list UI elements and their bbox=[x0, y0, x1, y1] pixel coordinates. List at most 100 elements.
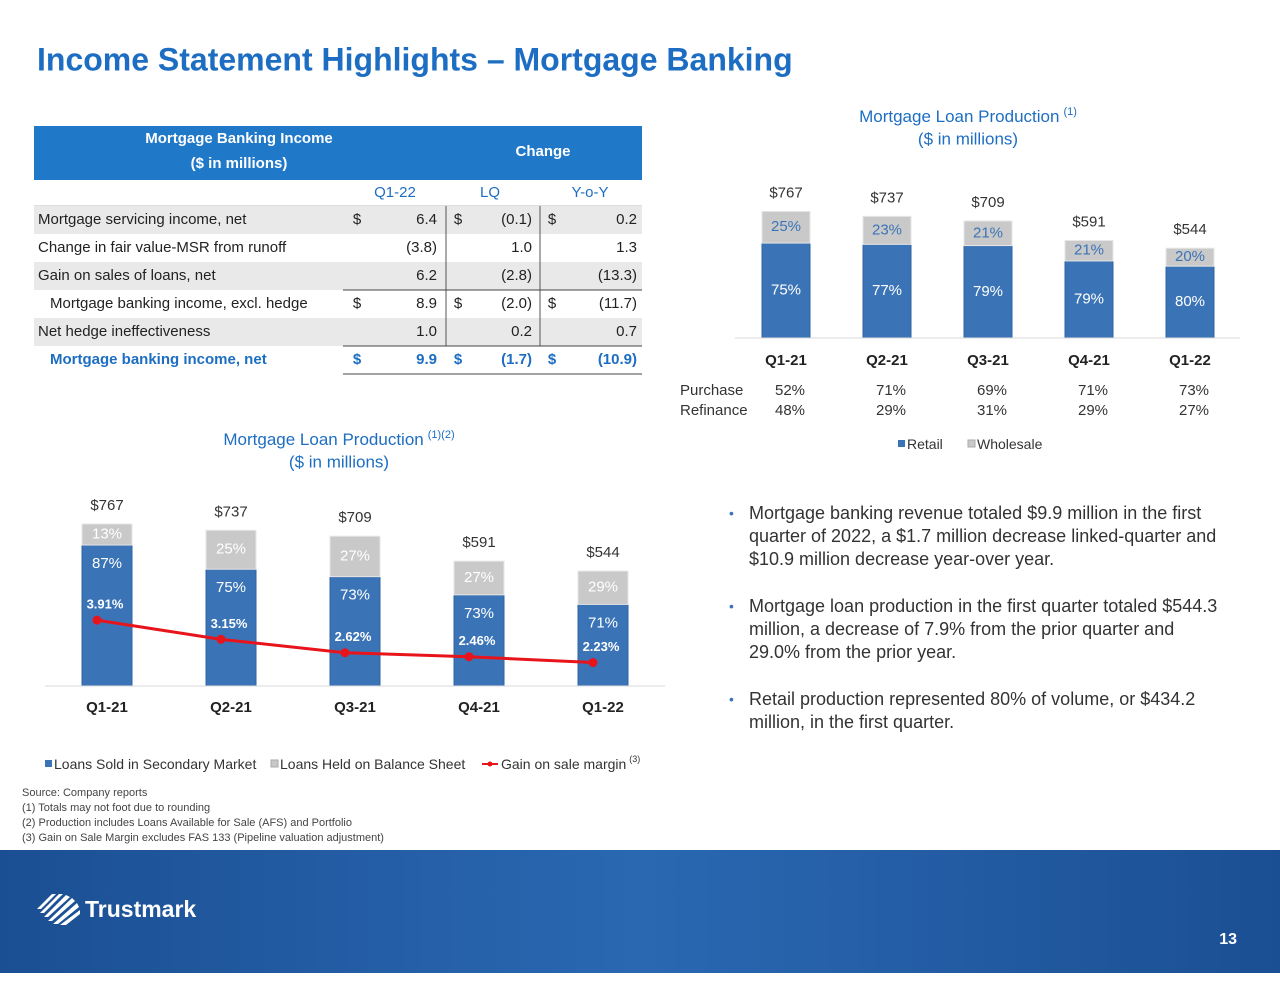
bar-segment bbox=[329, 576, 381, 687]
mix-value: 29% bbox=[876, 402, 906, 419]
column-header: Q1-22 bbox=[374, 184, 416, 201]
row-label: Mortgage banking income, net bbox=[50, 351, 267, 368]
cell-value: 0.2 bbox=[511, 323, 532, 340]
chart-title-note: (1) bbox=[1063, 106, 1076, 118]
cell-value: (10.9) bbox=[598, 351, 637, 368]
chart-subtitle: ($ in millions) bbox=[918, 129, 1018, 148]
x-tick-label: Q3-21 bbox=[334, 699, 376, 716]
bar-segment bbox=[761, 242, 811, 339]
segment-label: 21% bbox=[1074, 242, 1104, 259]
bullet: Mortgage loan production in the first qu… bbox=[729, 595, 1219, 664]
segment-label: 73% bbox=[340, 587, 370, 604]
line-marker bbox=[92, 615, 102, 625]
bar-segment bbox=[1064, 260, 1114, 339]
legend-swatch bbox=[898, 440, 905, 447]
legend-swatch bbox=[45, 760, 52, 767]
footnote: (3) Gain on Sale Margin excludes FAS 133… bbox=[22, 832, 384, 844]
chart-title: Mortgage Loan Production (1)(2) bbox=[223, 429, 454, 450]
segment-label: 75% bbox=[216, 579, 246, 596]
row-label: Gain on sales of loans, net bbox=[38, 267, 216, 284]
x-tick-label: Q1-22 bbox=[582, 699, 624, 716]
mix-value: 73% bbox=[1179, 382, 1209, 399]
mix-value: 48% bbox=[775, 402, 805, 419]
x-tick-label: Q4-21 bbox=[458, 699, 500, 716]
segment-label: 87% bbox=[92, 555, 122, 572]
cell-value: 6.2 bbox=[416, 267, 437, 284]
bullet: Retail production represented 80% of vol… bbox=[729, 688, 1219, 734]
line-marker bbox=[588, 658, 598, 668]
x-tick-label: Q1-21 bbox=[86, 699, 128, 716]
cell-value: 0.7 bbox=[616, 323, 637, 340]
currency: $ bbox=[353, 211, 362, 228]
segment-label: 29% bbox=[588, 579, 618, 596]
legend-marker bbox=[487, 761, 493, 767]
bar-segment bbox=[963, 245, 1013, 339]
bar-segment bbox=[453, 560, 505, 596]
column-header: Y-o-Y bbox=[572, 184, 609, 201]
line-marker bbox=[464, 652, 474, 662]
legend-label: Loans Held on Balance Sheet bbox=[280, 756, 465, 772]
mix-value: 71% bbox=[1078, 382, 1108, 399]
bar-segment bbox=[1165, 247, 1215, 267]
bar-segment bbox=[1064, 239, 1114, 262]
segment-label: 27% bbox=[464, 569, 494, 586]
cell-value: 0.2 bbox=[616, 211, 637, 228]
total-label: $591 bbox=[1072, 213, 1105, 230]
cell-value: (2.0) bbox=[501, 295, 532, 312]
footnote: (1) Totals may not foot due to rounding bbox=[22, 802, 210, 814]
legend-label: Gain on sale margin (3) bbox=[501, 754, 640, 771]
total-label: $767 bbox=[769, 184, 802, 201]
cell-value: (3.8) bbox=[406, 239, 437, 256]
mix-label: Purchase bbox=[680, 382, 743, 399]
segment-label: 21% bbox=[973, 224, 1003, 241]
row-label: Mortgage servicing income, net bbox=[38, 211, 247, 228]
row-band bbox=[34, 206, 642, 234]
legend-label: Loans Sold in Secondary Market bbox=[54, 756, 256, 772]
legend-swatch bbox=[270, 759, 279, 768]
bar-segment bbox=[205, 568, 257, 687]
row-label: Mortgage banking income, excl. hedge bbox=[50, 295, 308, 312]
column-header: LQ bbox=[480, 184, 500, 201]
bar-segment bbox=[963, 220, 1013, 247]
segment-label: 13% bbox=[92, 525, 122, 542]
line-marker bbox=[216, 634, 226, 644]
currency: $ bbox=[454, 211, 463, 228]
x-tick-label: Q1-21 bbox=[765, 352, 807, 369]
line-marker bbox=[340, 648, 350, 658]
mix-value: 29% bbox=[1078, 402, 1108, 419]
bar-segment bbox=[81, 523, 133, 546]
segment-label: 73% bbox=[464, 605, 494, 622]
footer-band bbox=[0, 850, 1280, 973]
footnote: Source: Company reports bbox=[22, 787, 148, 799]
page-number: 13 bbox=[1219, 931, 1237, 948]
segment-label: 20% bbox=[1175, 248, 1205, 265]
line-label: 3.91% bbox=[87, 597, 124, 612]
x-tick-label: Q3-21 bbox=[967, 352, 1009, 369]
cell-value: 8.9 bbox=[416, 295, 437, 312]
chart-title-text: Mortgage Loan Production bbox=[859, 107, 1059, 126]
total-label: $591 bbox=[462, 534, 495, 551]
legend-text: Gain on sale margin bbox=[501, 756, 626, 772]
line-label: 2.62% bbox=[335, 629, 372, 644]
cell-value: 1.3 bbox=[616, 239, 637, 256]
segment-label: 25% bbox=[771, 218, 801, 235]
row-band bbox=[34, 262, 642, 290]
segment-label: 27% bbox=[340, 547, 370, 564]
cell-value: (13.3) bbox=[598, 267, 637, 284]
bar-segment bbox=[862, 243, 912, 339]
row-label: Change in fair value-MSR from runoff bbox=[38, 239, 287, 256]
currency: $ bbox=[454, 351, 463, 368]
total-label: $737 bbox=[870, 189, 903, 206]
legend-text: Loans Sold in Secondary Market bbox=[54, 756, 256, 772]
cell-value: (1.7) bbox=[501, 351, 532, 368]
cell-value: 1.0 bbox=[416, 323, 437, 340]
total-label: $737 bbox=[214, 503, 247, 520]
segment-label: 79% bbox=[973, 283, 1003, 300]
bar-segment bbox=[205, 529, 257, 570]
row-label: Net hedge ineffectiveness bbox=[38, 323, 210, 340]
table-header-unit: ($ in millions) bbox=[191, 155, 288, 172]
line-label: 2.23% bbox=[583, 639, 620, 654]
mix-value: 52% bbox=[775, 382, 805, 399]
